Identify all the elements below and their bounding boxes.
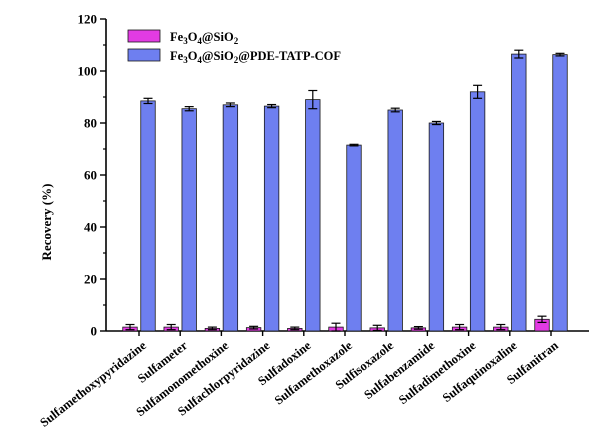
bar-fe3o4-sio2-pde-tatp-cof xyxy=(512,54,527,331)
legend-entry-label: Fe3O4@SiO2@PDE-TATP-COF xyxy=(170,49,341,65)
bar-fe3o4-sio2-pde-tatp-cof xyxy=(141,101,156,331)
y-tick-label: 60 xyxy=(84,168,97,183)
bar-fe3o4-sio2-pde-tatp-cof xyxy=(347,145,362,331)
legend-swatch xyxy=(128,30,160,42)
y-tick-label: 120 xyxy=(78,12,98,27)
bar-fe3o4-sio2-pde-tatp-cof xyxy=(182,109,197,331)
legend-entry-label: Fe3O4@SiO2 xyxy=(170,30,239,46)
x-category-label: Sulfaquinoxaline xyxy=(440,338,520,405)
y-tick-label: 40 xyxy=(84,220,97,235)
bar-fe3o4-sio2-pde-tatp-cof xyxy=(429,123,444,331)
bar-fe3o4-sio2-pde-tatp-cof xyxy=(553,55,568,331)
legend-swatch xyxy=(128,49,160,61)
x-category-label: Sulfamethoxypyridazine xyxy=(37,338,149,430)
bar-fe3o4-sio2-pde-tatp-cof xyxy=(388,110,403,331)
bar-fe3o4-sio2-pde-tatp-cof xyxy=(306,100,321,331)
bar-fe3o4-sio2-pde-tatp-cof xyxy=(223,105,238,331)
y-tick-label: 20 xyxy=(84,272,97,287)
y-tick-label: 0 xyxy=(91,324,98,339)
bars xyxy=(123,50,568,331)
y-axis-title: Recovery (%) xyxy=(39,184,54,261)
y-tick-label: 100 xyxy=(78,64,98,79)
legend: Fe3O4@SiO2 Fe3O4@SiO2@PDE-TATP-COF xyxy=(128,30,341,65)
bar-fe3o4-sio2-pde-tatp-cof xyxy=(264,106,279,331)
bar-fe3o4-sio2-pde-tatp-cof xyxy=(470,92,485,331)
category-labels: SulfamethoxypyridazineSulfameterSulfamon… xyxy=(37,338,561,430)
y-tick-label: 80 xyxy=(84,116,97,131)
